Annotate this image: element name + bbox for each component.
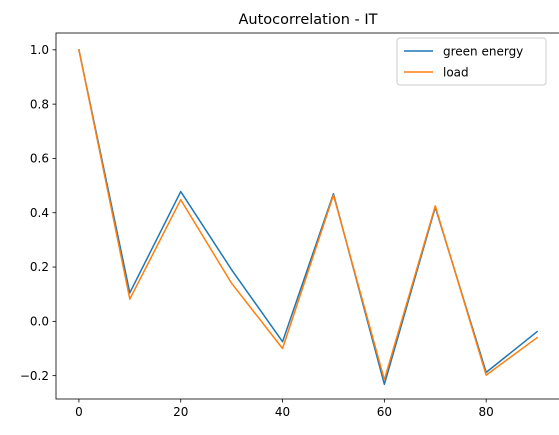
y-tick-label: 0.4 bbox=[30, 206, 49, 220]
x-tick-label: 60 bbox=[377, 405, 392, 419]
y-tick-label: 0.0 bbox=[30, 315, 49, 329]
y-axis-ticks: −0.2 0.0 0.2 0.4 0.6 0.8 1.0 bbox=[20, 43, 56, 383]
y-tick-label: −0.2 bbox=[20, 369, 49, 383]
y-tick-label: 0.2 bbox=[30, 260, 49, 274]
x-tick-label: 0 bbox=[75, 405, 83, 419]
plot-area-frame bbox=[55, 32, 559, 400]
x-axis-ticks: 0 20 40 60 80 bbox=[75, 399, 494, 419]
legend: green energy load bbox=[396, 37, 547, 86]
y-tick-label: 0.8 bbox=[30, 97, 49, 111]
y-tick-label: 0.6 bbox=[30, 152, 49, 166]
x-tick-label: 20 bbox=[173, 405, 188, 419]
y-tick-label: 1.0 bbox=[30, 43, 49, 57]
legend-label-green-energy: green energy bbox=[443, 45, 523, 59]
legend-label-load: load bbox=[443, 66, 469, 80]
legend-box bbox=[396, 37, 547, 86]
series-lines bbox=[78, 48, 539, 386]
x-tick-label: 80 bbox=[479, 405, 494, 419]
series-line-load bbox=[78, 48, 539, 381]
chart-title: Autocorrelation - IT bbox=[238, 12, 377, 28]
x-tick-label: 40 bbox=[275, 405, 290, 419]
